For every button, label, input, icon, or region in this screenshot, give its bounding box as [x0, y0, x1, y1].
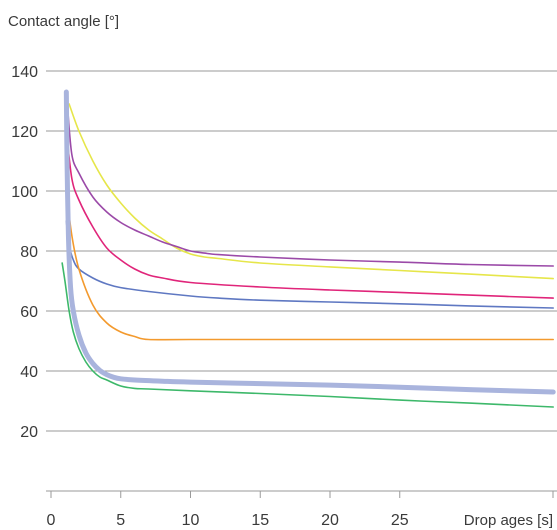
y-tick-labels: 20 40 60 80 100 120 140	[11, 64, 38, 441]
y-tick-label: 100	[11, 184, 38, 201]
series-line-5	[66, 196, 554, 341]
x-tick-labels: 0 5 10 15 20 25	[47, 512, 409, 529]
x-tick-label: 20	[321, 512, 339, 529]
series-line-6	[61, 262, 554, 408]
x-axis-label: Drop ages [s]	[464, 512, 553, 529]
y-tick-label: 40	[20, 364, 38, 381]
y-tick-label: 20	[20, 424, 38, 441]
x-tick-label: 15	[251, 512, 269, 529]
series-line-3	[66, 136, 554, 299]
x-tick-label: 25	[391, 512, 409, 529]
series-line-4	[65, 220, 554, 309]
series-line-1	[68, 103, 554, 280]
x-tick-label: 5	[116, 512, 125, 529]
series-lines	[61, 89, 556, 408]
x-axis	[46, 490, 557, 498]
y-tick-label: 80	[20, 244, 38, 261]
y-tick-label: 60	[20, 304, 38, 321]
gridlines	[46, 70, 557, 432]
series-line-2	[66, 109, 554, 267]
series-line-7	[63, 89, 556, 395]
y-axis-label: Contact angle [°]	[8, 13, 119, 30]
x-tick-label: 10	[182, 512, 200, 529]
x-tick-label: 0	[47, 512, 56, 529]
y-tick-label: 140	[11, 64, 38, 81]
y-tick-label: 120	[11, 124, 38, 141]
